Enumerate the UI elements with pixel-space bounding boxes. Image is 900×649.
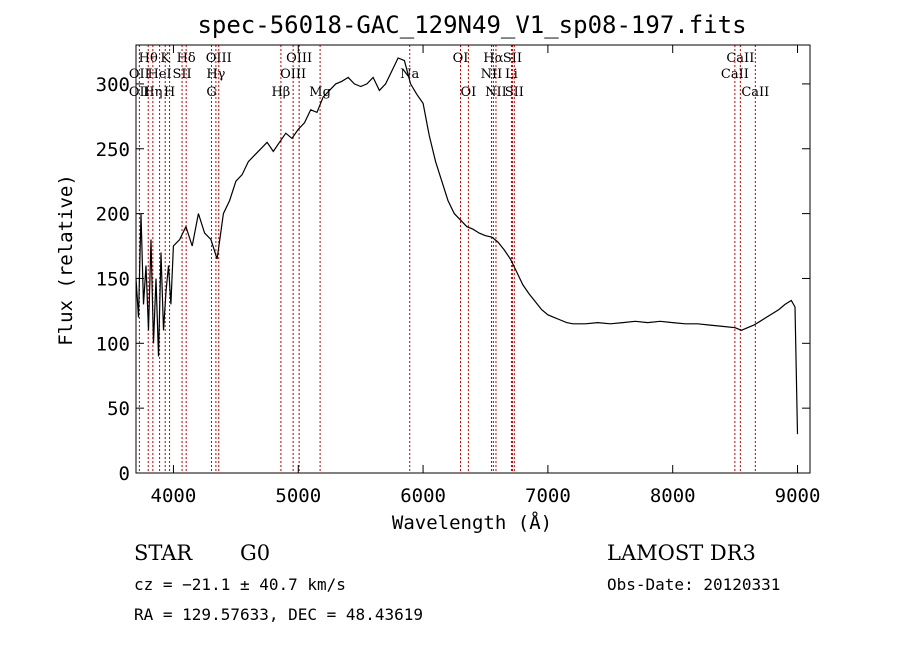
chart-title: spec-56018-GAC_129N49_V1_sp08-197.fits	[197, 11, 746, 39]
line-label: Li	[505, 67, 518, 82]
line-label: Mg	[309, 85, 331, 100]
x-axis-label: Wavelength (Å)	[392, 511, 552, 534]
line-label: OIII	[286, 51, 312, 66]
line-label: K	[160, 51, 170, 66]
y-tick-label: 200	[96, 204, 130, 226]
x-tick-label: 6000	[400, 485, 446, 507]
plot-frame	[135, 44, 811, 474]
x-tick-label: 7000	[525, 485, 571, 507]
line-label: OIII	[206, 51, 232, 66]
y-axis-label: Flux (relative)	[55, 174, 77, 346]
line-label: OI	[460, 85, 476, 100]
y-axis: 0 50 100 150 200 250 300	[96, 74, 810, 485]
line-label: CaII	[741, 85, 769, 100]
line-label: NII	[485, 85, 507, 100]
line-label: CaII	[721, 67, 749, 82]
line-label: OI	[453, 51, 469, 66]
object-class: STAR	[134, 541, 193, 565]
line-label: Hδ	[177, 51, 196, 66]
object-subclass: G0	[240, 541, 271, 565]
line-label: OII	[129, 85, 150, 100]
redshift-text: cz = −21.1 ± 40.7 km/s	[134, 575, 346, 594]
spectrum-chart: spec-56018-GAC_129N49_V1_sp08-197.fits 4…	[55, 11, 821, 534]
line-label: H	[164, 85, 175, 100]
line-label: OIII	[280, 67, 306, 82]
y-tick-label: 50	[107, 398, 130, 420]
line-label: SII	[503, 51, 522, 66]
line-label: Hθ	[139, 51, 158, 66]
coordinates: RA = 129.57633, DEC = 48.43619	[134, 605, 423, 624]
line-label: Hα	[483, 51, 503, 66]
y-tick-label: 0	[119, 463, 130, 485]
obs-date: Obs-Date: 20120331	[607, 575, 781, 594]
y-tick-label: 300	[96, 74, 130, 96]
x-tick-label: 9000	[775, 485, 821, 507]
spectrum-line	[135, 57, 799, 435]
line-label: HeI	[148, 67, 172, 82]
line-label: Hβ	[271, 85, 290, 100]
x-axis: 4000 5000 6000 7000 8000 9000	[151, 45, 821, 507]
line-label: CaII	[726, 51, 754, 66]
y-tick-label: 150	[96, 268, 130, 290]
x-tick-label: 4000	[151, 485, 197, 507]
survey-name: LAMOST DR3	[607, 541, 756, 565]
x-tick-label: 5000	[275, 485, 321, 507]
line-label: Hη	[143, 85, 162, 100]
line-label: G	[206, 85, 216, 100]
y-tick-label: 100	[96, 333, 130, 355]
line-markers	[138, 45, 756, 473]
line-label: SII	[172, 67, 191, 82]
line-label: NII	[481, 67, 503, 82]
y-tick-label: 250	[96, 139, 130, 161]
line-label: SII	[505, 85, 524, 100]
x-tick-label: 8000	[650, 485, 696, 507]
line-label: Hγ	[206, 67, 225, 82]
line-label: OII	[129, 67, 150, 82]
line-label: Na	[400, 67, 419, 82]
